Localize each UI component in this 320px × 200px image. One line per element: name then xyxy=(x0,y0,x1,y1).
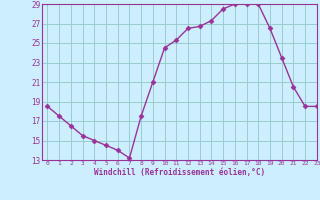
X-axis label: Windchill (Refroidissement éolien,°C): Windchill (Refroidissement éolien,°C) xyxy=(94,168,265,177)
